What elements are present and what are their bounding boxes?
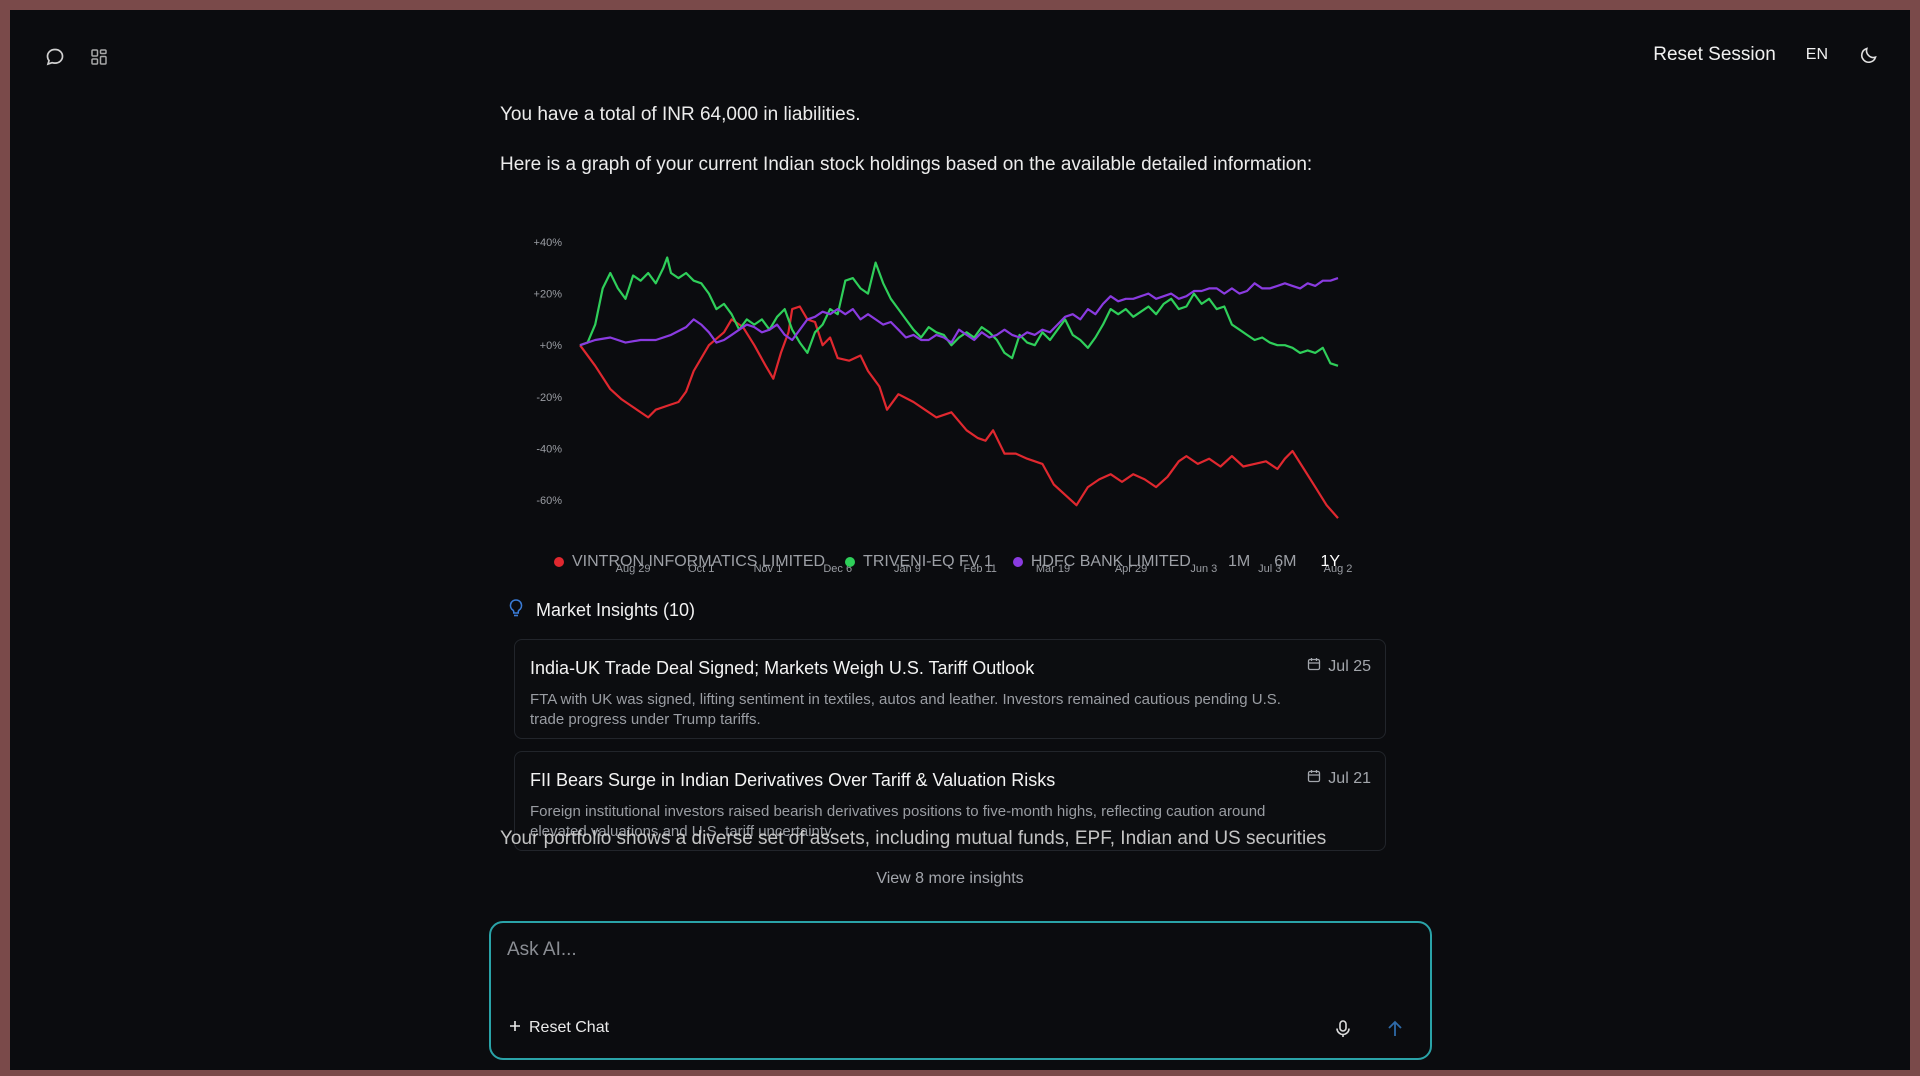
x-tick-label: Apr 29 [1115,563,1147,575]
topbar-left [44,46,110,68]
insight-body: FTA with UK was signed, lifting sentimen… [530,691,1281,728]
insight-date: Jul 21 [1307,769,1371,788]
insight-title: FII Bears Surge in Indian Derivatives Ov… [530,770,1056,790]
series-line-1 [579,305,1339,519]
topbar-right: Reset Session EN [1653,44,1880,66]
legend-label: VINTRON INFORMATICS LIMITED [572,553,826,570]
insight-date-text: Jul 21 [1328,769,1371,787]
y-tick-label: +20% [534,289,563,301]
message-portfolio-partial: Your portfolio shows a diverse set of as… [500,828,1327,849]
x-tick-label: Oct 1 [688,563,714,575]
reset-chat-button[interactable]: Reset Chat [503,1015,615,1041]
chat-icon[interactable] [44,46,66,68]
insight-date-text: Jul 25 [1328,657,1371,675]
insight-date: Jul 25 [1307,657,1371,676]
holdings-chart: +40% +20% +0% -20% -40% -60% Aug 29 Oct 1 Nov 1 D… [500,190,1380,670]
insight-body: Foreign institutional investors raised b… [530,803,1266,840]
y-tick-label: -60% [536,495,562,507]
x-tick-label: Mar 19 [1036,563,1070,575]
dashboard-grid-icon[interactable] [88,46,110,68]
x-tick-label: Jan 9 [894,563,921,575]
reset-chat-label: Reset Chat [529,1019,610,1036]
insight-card[interactable]: FII Bears Surge in Indian Derivatives Ov… [514,751,1386,851]
insights-title: Market Insights (10) [536,600,696,620]
insight-title: India-UK Trade Deal Signed; Markets Weig… [530,658,1035,678]
y-tick-label: -40% [536,443,562,455]
y-tick-label: +0% [540,340,563,352]
view-more-insights-button[interactable]: View 8 more insights [876,870,1024,887]
holdings-chart-svg: +40% +20% +0% -20% -40% -60% Aug 29 Oct 1 Nov 1 D… [534,237,1353,575]
message-graph-intro: Here is a graph of your current Indian s… [500,154,1313,175]
microphone-icon[interactable] [1334,1019,1352,1044]
legend-item-triveni[interactable]: TRIVENI-EQ FV 1 [845,553,993,571]
y-tick-label: +40% [534,237,563,249]
legend-item-hdfc[interactable]: HDFC BANK LIMITED [1012,553,1191,571]
series-line-2 [579,256,1339,367]
x-tick-label: Dec 6 [823,563,852,575]
x-tick-label: Feb 11 [964,563,997,575]
legend-dot [1012,557,1023,567]
legend-dot [845,557,856,567]
language-selector[interactable]: EN [1805,46,1828,63]
x-tick-label: Nov 1 [754,563,783,575]
legend-label: HDFC BANK LIMITED [1030,553,1191,570]
send-arrow-icon[interactable] [1386,1019,1404,1044]
app-window: Reset Session EN You have a total of INR… [10,10,1910,1070]
chat-composer: Reset Chat [489,921,1432,1060]
legend-label: TRIVENI-EQ FV 1 [863,553,993,570]
x-tick-label: Jul 3 [1258,563,1281,575]
range-tab-1y[interactable]: 1Y [1320,553,1341,570]
series-line-3 [579,277,1339,347]
ask-ai-input[interactable] [505,937,1389,1001]
legend-dot [554,557,564,567]
x-tick-label: Aug 29 [616,563,651,575]
insight-card[interactable]: India-UK Trade Deal Signed; Markets Weig… [514,639,1386,739]
range-tabs: 1M 6M 1Y [1228,553,1340,571]
y-tick-label: -20% [536,392,562,404]
moon-icon[interactable] [1858,44,1880,66]
message-liabilities: You have a total of INR 64,000 in liabil… [500,104,861,125]
reset-session-button[interactable]: Reset Session [1653,44,1776,65]
calendar-icon [1307,769,1321,788]
range-tab-1m[interactable]: 1M [1228,553,1251,570]
insights-header: Market Insights (10) [508,598,695,623]
lightbulb-icon [508,598,524,623]
x-tick-label: Jun 3 [1190,563,1217,575]
range-tab-6m[interactable]: 6M [1274,553,1297,570]
plus-icon [509,1019,521,1037]
calendar-icon [1307,657,1321,676]
chart-legend: VINTRON INFORMATICS LIMITED TRIVENI-EQ F… [554,553,1211,571]
legend-item-vintron[interactable]: VINTRON INFORMATICS LIMITED [554,553,825,571]
x-tick-label: Aug 2 [1324,563,1353,575]
